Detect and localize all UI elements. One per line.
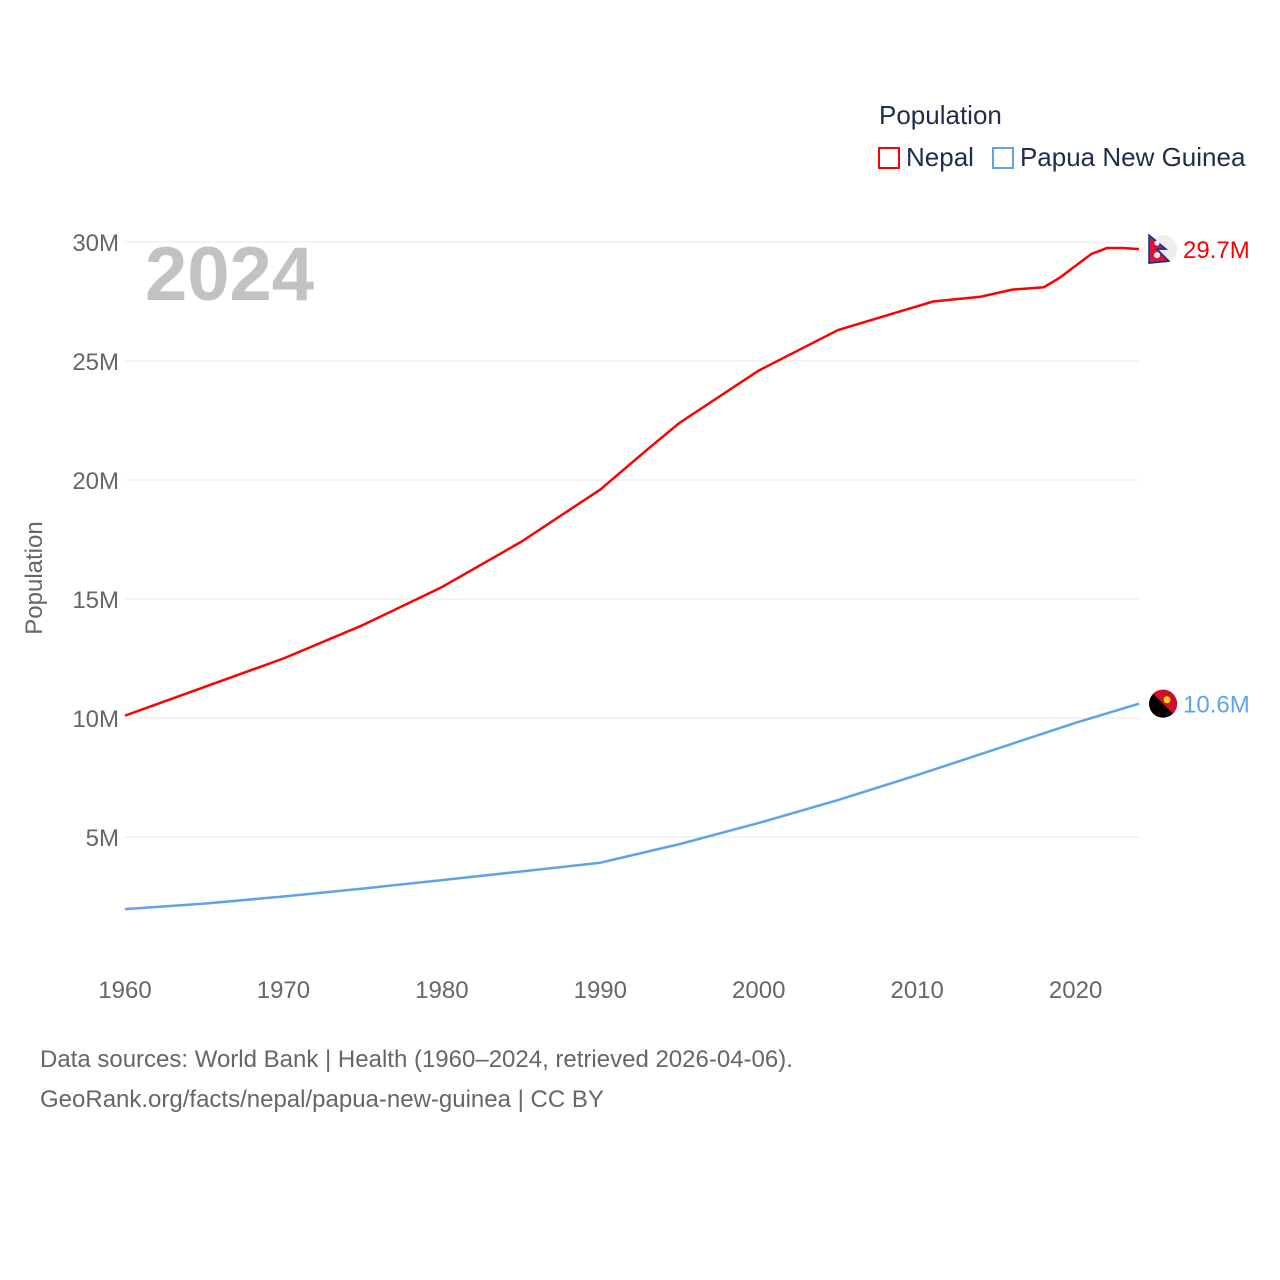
x-tick-label: 2010 (890, 977, 943, 1004)
series-line-nepal (124, 246, 1140, 717)
legend-item-papua-new-guinea[interactable]: Papua New Guinea (991, 142, 1246, 173)
y-tick-label: 30M (72, 230, 119, 257)
legend-label-papua-new-guinea: Papua New Guinea (1019, 142, 1246, 172)
x-tick-label: 1980 (415, 977, 468, 1004)
nepal-flag-sun (1154, 252, 1160, 259)
x-tick-label: 2000 (732, 977, 785, 1004)
legend-swatch-papua-new-guinea (991, 146, 1014, 169)
nepal-flag-moon (1154, 240, 1160, 246)
legend-label-nepal: Nepal (906, 142, 974, 172)
y-tick-label: 15M (72, 587, 119, 614)
y-tick-label: 10M (72, 706, 119, 733)
y-tick-label: 20M (72, 468, 119, 495)
x-tick-label: 1990 (574, 977, 627, 1004)
x-tick-label: 1960 (98, 977, 151, 1004)
y-axis-label: Population (21, 521, 48, 634)
nepal-flag-pennant (1148, 233, 1171, 264)
legend-item-nepal[interactable]: Nepal (878, 142, 974, 173)
end-value-label: 10.6M (1183, 692, 1250, 719)
y-tick-label: 25M (72, 349, 119, 376)
papua-new-guinea-flag-bird (1163, 696, 1171, 704)
legend-swatch-nepal (878, 146, 900, 169)
series-line-papua-new-guinea (124, 702, 1140, 911)
x-tick-label: 2020 (1049, 977, 1102, 1004)
end-value-label: 29.7M (1183, 237, 1250, 264)
x-tick-label: 1970 (257, 977, 310, 1004)
year-label: 2024 (145, 232, 314, 317)
footer-source: Data sources: World Bank | Health (1960–… (40, 1046, 793, 1073)
legend-title: Population (879, 100, 1002, 130)
footer-link[interactable]: GeoRank.org/facts/nepal/papua-new-guinea… (40, 1086, 604, 1113)
legend: Nepal Papua New Guinea (878, 142, 1245, 173)
y-tick-label: 5M (86, 825, 119, 852)
